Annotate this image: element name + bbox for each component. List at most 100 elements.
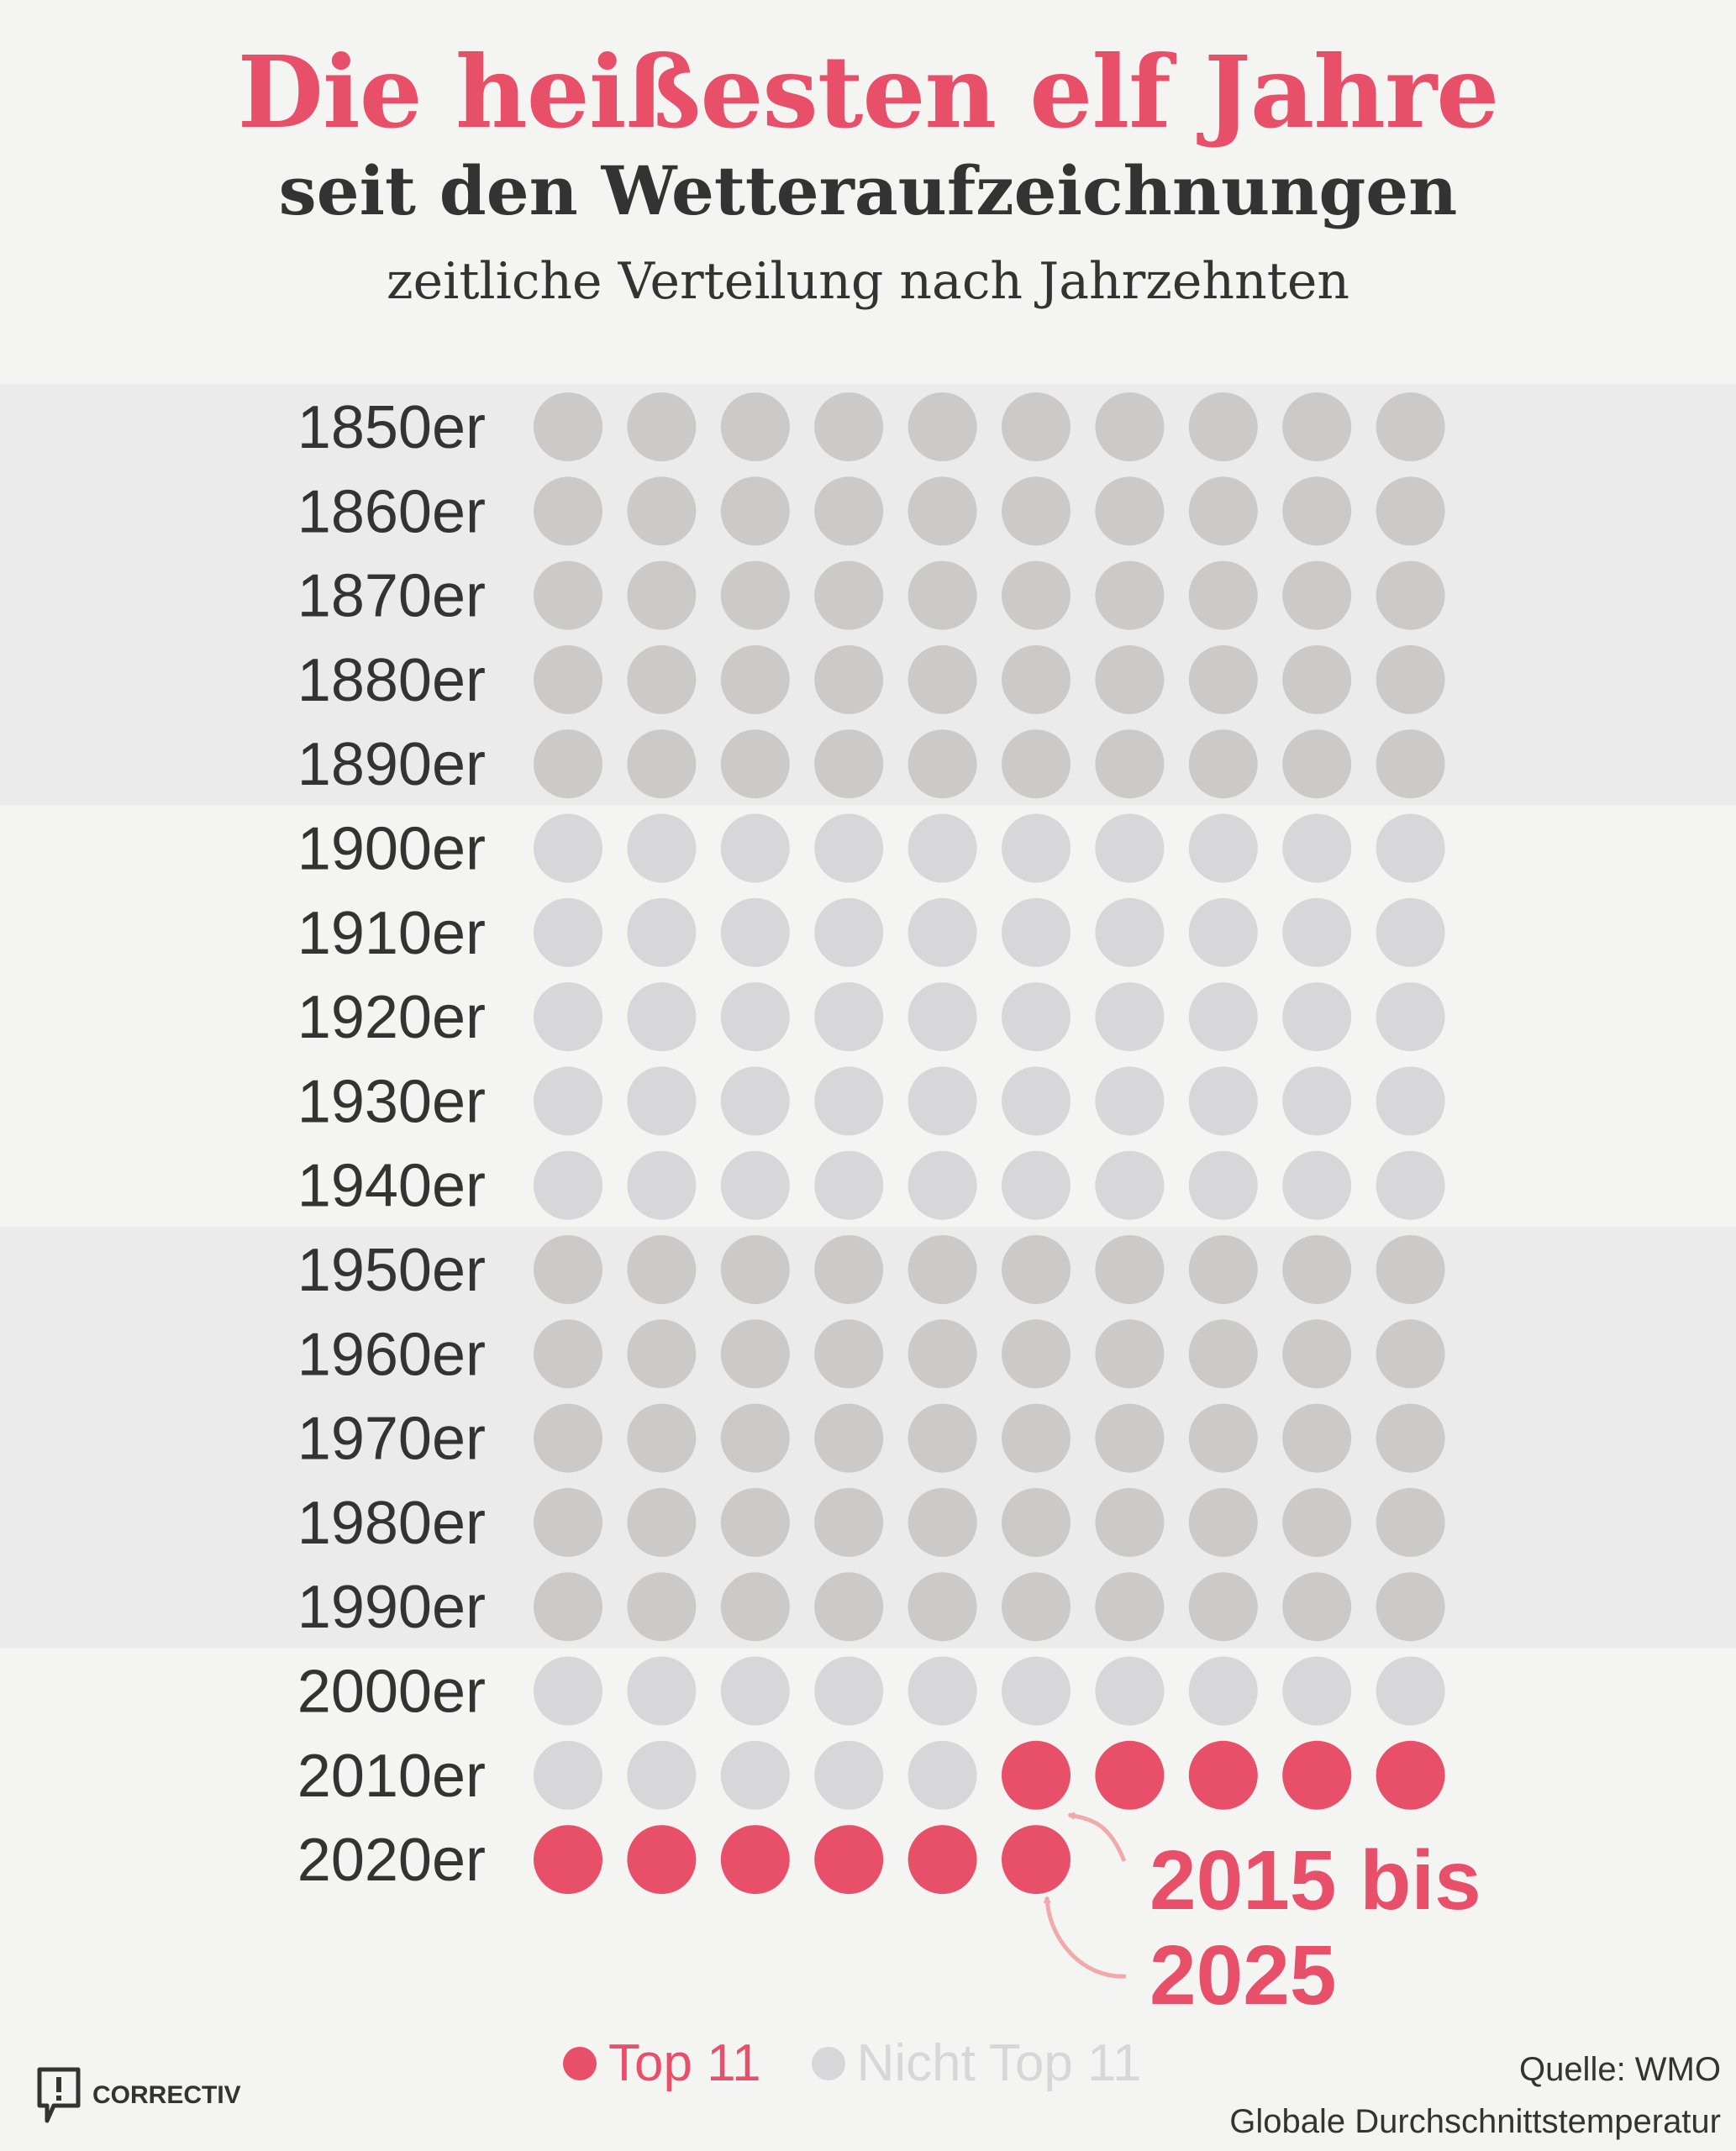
year-dot xyxy=(534,729,602,799)
logo-text: CORRECTIV xyxy=(92,2081,241,2109)
year-dot xyxy=(907,982,977,1052)
year-dot xyxy=(1188,813,1258,883)
year-dot xyxy=(814,1235,884,1304)
year-dot xyxy=(720,1235,790,1304)
year-dot xyxy=(814,897,884,967)
decade-label: 1950er xyxy=(297,1237,486,1304)
decade-label: 1900er xyxy=(297,816,486,883)
year-dot xyxy=(1002,897,1071,967)
year-dots xyxy=(534,392,1445,1895)
year-dot xyxy=(1282,1319,1352,1389)
year-dot-top11 xyxy=(814,1825,884,1895)
year-dot xyxy=(1376,1319,1445,1389)
year-dot xyxy=(720,729,790,799)
year-dot xyxy=(720,1403,790,1473)
year-dot xyxy=(720,982,790,1052)
year-dot xyxy=(1095,982,1165,1052)
year-dot xyxy=(720,1150,790,1220)
year-dot xyxy=(534,1066,602,1136)
decade-label: 1930er xyxy=(297,1068,486,1135)
year-dot xyxy=(907,1319,977,1389)
year-dot xyxy=(534,1403,602,1473)
decade-label: 1850er xyxy=(297,394,486,461)
decade-label: 2020er xyxy=(297,1827,486,1894)
year-dot xyxy=(907,644,977,714)
year-dot xyxy=(1376,1150,1445,1220)
year-dot xyxy=(1002,1487,1071,1557)
year-dot xyxy=(1002,1572,1071,1642)
year-dot xyxy=(1282,560,1352,630)
year-dot xyxy=(814,644,884,714)
year-dot xyxy=(720,560,790,630)
year-dot xyxy=(1188,644,1258,714)
year-dot xyxy=(1188,897,1258,967)
year-dot xyxy=(814,729,884,799)
year-dot xyxy=(534,1740,602,1810)
year-dot xyxy=(1188,1487,1258,1557)
year-dot xyxy=(534,392,602,461)
year-dot xyxy=(1188,1403,1258,1473)
annotation-arrow-upper xyxy=(1069,1815,1127,1862)
year-dot xyxy=(814,1487,884,1557)
year-dot xyxy=(907,560,977,630)
annotation-line-1: 2015 bis xyxy=(1149,1833,1481,1927)
year-dot xyxy=(1095,1150,1165,1220)
legend: Top 11 Nicht Top 11 xyxy=(563,2033,1192,2093)
year-dot xyxy=(814,476,884,546)
year-dot xyxy=(1002,392,1071,461)
year-dot-top11 xyxy=(1282,1740,1352,1810)
year-dot xyxy=(814,392,884,461)
year-dot xyxy=(907,1572,977,1642)
legend-item-top: Top 11 xyxy=(563,2033,761,2093)
year-dot xyxy=(1002,644,1071,714)
year-dot xyxy=(1282,729,1352,799)
year-dot xyxy=(1282,1487,1352,1557)
year-dot-top11 xyxy=(907,1825,977,1895)
year-dot xyxy=(1188,1150,1258,1220)
year-dot xyxy=(814,1572,884,1642)
year-dot xyxy=(907,1235,977,1304)
chart-caption: zeitliche Verteilung nach Jahrzehnten xyxy=(387,252,1349,311)
year-dot xyxy=(1002,1403,1071,1473)
year-dot xyxy=(1376,644,1445,714)
year-dot xyxy=(627,897,697,967)
year-dot xyxy=(1282,982,1352,1052)
year-dot xyxy=(534,560,602,630)
year-dot xyxy=(1095,1066,1165,1136)
legend-not-top-dot xyxy=(811,2046,845,2080)
year-dot xyxy=(534,813,602,883)
legend-not-top-label: Nicht Top 11 xyxy=(856,2034,1142,2092)
annotation: 2015 bis 2025 xyxy=(1047,1815,1481,2022)
year-dot xyxy=(1376,392,1445,461)
decade-label: 1960er xyxy=(297,1321,486,1388)
year-dot xyxy=(907,1487,977,1557)
year-dot xyxy=(1376,1403,1445,1473)
year-dot xyxy=(1095,1319,1165,1389)
year-dot xyxy=(720,813,790,883)
year-dot xyxy=(1188,1319,1258,1389)
year-dot xyxy=(907,1656,977,1726)
year-dot xyxy=(1095,392,1165,461)
year-dot-top11 xyxy=(1095,1740,1165,1810)
year-dot xyxy=(627,1740,697,1810)
year-dot xyxy=(907,1150,977,1220)
decade-label: 1940er xyxy=(297,1153,486,1220)
year-dot xyxy=(720,1656,790,1726)
year-dot xyxy=(1095,1487,1165,1557)
year-dot xyxy=(1002,560,1071,630)
year-dot xyxy=(1376,729,1445,799)
year-dot xyxy=(1095,1572,1165,1642)
decade-label: 1870er xyxy=(297,563,486,630)
year-dot-top11 xyxy=(534,1825,602,1895)
legend-item-not-top: Nicht Top 11 xyxy=(811,2033,1142,2093)
year-dot xyxy=(907,1740,977,1810)
year-dot xyxy=(814,982,884,1052)
year-dot xyxy=(1095,1235,1165,1304)
decade-label: 1990er xyxy=(297,1574,486,1641)
year-dot xyxy=(1282,1656,1352,1726)
decade-bands xyxy=(0,383,1736,2070)
year-dot xyxy=(720,1487,790,1557)
year-dot xyxy=(534,1150,602,1220)
year-dot xyxy=(907,729,977,799)
year-dot xyxy=(1282,1235,1352,1304)
